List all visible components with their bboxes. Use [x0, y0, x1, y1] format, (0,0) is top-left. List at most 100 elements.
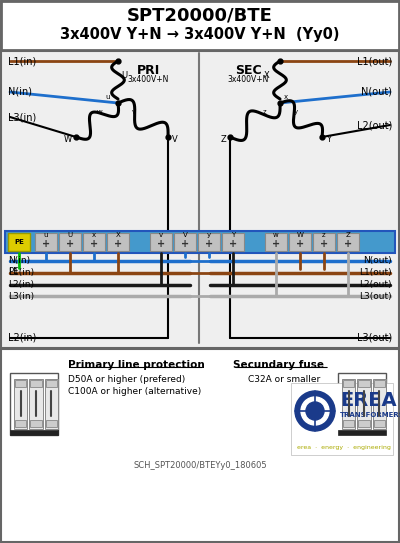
Text: +: +	[42, 239, 50, 249]
Bar	[358, 380, 370, 387]
Text: 3x400V Y+N → 3x400V Y+N  (Yy0): 3x400V Y+N → 3x400V Y+N (Yy0)	[60, 27, 340, 41]
Bar	[374, 380, 385, 387]
Text: C32A or smaller: C32A or smaller	[248, 376, 320, 384]
Text: +: +	[114, 239, 122, 249]
Bar	[291, 383, 393, 455]
Bar	[46, 380, 57, 387]
Text: +: +	[296, 239, 304, 249]
Bar	[8, 233, 30, 251]
Text: N(in): N(in)	[8, 87, 32, 97]
Text: L1(out): L1(out)	[357, 56, 392, 66]
Bar	[15, 420, 26, 427]
Text: L1(in): L1(in)	[8, 56, 36, 66]
Text: SEC: SEC	[235, 65, 261, 78]
Text: y: y	[294, 109, 298, 115]
Bar	[265, 233, 287, 251]
Text: U: U	[68, 232, 72, 238]
Text: L2(in): L2(in)	[8, 281, 34, 289]
Text: u: u	[44, 232, 48, 238]
Text: Z: Z	[220, 135, 226, 143]
Text: L2(out): L2(out)	[360, 281, 392, 289]
Text: 3x400V+N: 3x400V+N	[227, 75, 269, 85]
Text: PRI: PRI	[136, 65, 160, 78]
Circle shape	[295, 391, 335, 431]
Text: 3x400V+N: 3x400V+N	[127, 75, 169, 85]
Bar	[313, 233, 335, 251]
Bar	[343, 380, 354, 387]
Bar	[107, 233, 129, 251]
Text: v: v	[159, 232, 163, 238]
Text: U: U	[121, 71, 127, 79]
Bar	[46, 420, 57, 427]
Text: PE: PE	[14, 239, 24, 245]
Text: C100A or higher (alternative): C100A or higher (alternative)	[68, 388, 201, 396]
Text: L3(out): L3(out)	[359, 292, 392, 300]
Text: +: +	[181, 239, 189, 249]
Text: erea  ·  energy  ·  engineering: erea · energy · engineering	[297, 445, 391, 450]
Bar	[337, 233, 359, 251]
Text: +: +	[229, 239, 237, 249]
Bar	[10, 430, 58, 435]
Bar	[338, 373, 386, 435]
Text: V: V	[183, 232, 187, 238]
Text: +: +	[157, 239, 165, 249]
Text: Primary line protection: Primary line protection	[68, 360, 205, 370]
Bar	[30, 380, 42, 387]
Bar	[30, 420, 42, 427]
Text: X: X	[264, 71, 270, 79]
Text: EREA: EREA	[340, 392, 397, 411]
Circle shape	[306, 402, 324, 420]
Text: v: v	[132, 109, 136, 115]
Bar	[45, 379, 58, 429]
Text: SPT20000/BTE: SPT20000/BTE	[127, 6, 273, 24]
Bar	[374, 420, 385, 427]
Bar	[1, 349, 399, 542]
Bar	[1, 51, 399, 348]
Text: L3(in): L3(in)	[8, 292, 34, 300]
Text: y: y	[207, 232, 211, 238]
Text: L2(out): L2(out)	[357, 120, 392, 130]
Text: N(in): N(in)	[8, 256, 30, 266]
Bar	[1, 1, 399, 50]
Text: w: w	[273, 232, 279, 238]
Text: +: +	[90, 239, 98, 249]
Text: +: +	[344, 239, 352, 249]
Text: Secundary fuse: Secundary fuse	[233, 360, 324, 370]
Bar	[29, 379, 43, 429]
Bar	[35, 233, 57, 251]
Text: +: +	[272, 239, 280, 249]
Bar	[357, 379, 371, 429]
Text: Y: Y	[326, 135, 331, 143]
Bar	[358, 420, 370, 427]
Bar	[198, 233, 220, 251]
Text: W: W	[64, 135, 72, 143]
Text: z: z	[322, 232, 326, 238]
Text: W: W	[296, 232, 304, 238]
Text: V: V	[172, 135, 178, 143]
Circle shape	[301, 397, 329, 425]
Text: w: w	[96, 109, 102, 115]
Bar	[150, 233, 172, 251]
Bar	[174, 233, 196, 251]
Text: N(out): N(out)	[361, 87, 392, 97]
Bar	[15, 380, 26, 387]
Text: D50A or higher (prefered): D50A or higher (prefered)	[68, 376, 185, 384]
Bar	[338, 430, 386, 435]
Text: L1(in): L1(in)	[8, 268, 34, 277]
Text: X: X	[116, 232, 120, 238]
Bar	[83, 233, 105, 251]
Text: Y: Y	[231, 232, 235, 238]
Bar	[14, 379, 27, 429]
Text: +: +	[320, 239, 328, 249]
Text: SCH_SPT20000/BTEYy0_180605: SCH_SPT20000/BTEYy0_180605	[133, 460, 267, 470]
Bar	[342, 379, 355, 429]
Text: +: +	[66, 239, 74, 249]
Text: z: z	[262, 109, 266, 115]
Bar	[5, 231, 395, 253]
Bar	[373, 379, 386, 429]
Bar	[59, 233, 81, 251]
Text: +: +	[205, 239, 213, 249]
Text: N(out): N(out)	[363, 256, 392, 266]
Bar	[343, 420, 354, 427]
Bar	[289, 233, 311, 251]
